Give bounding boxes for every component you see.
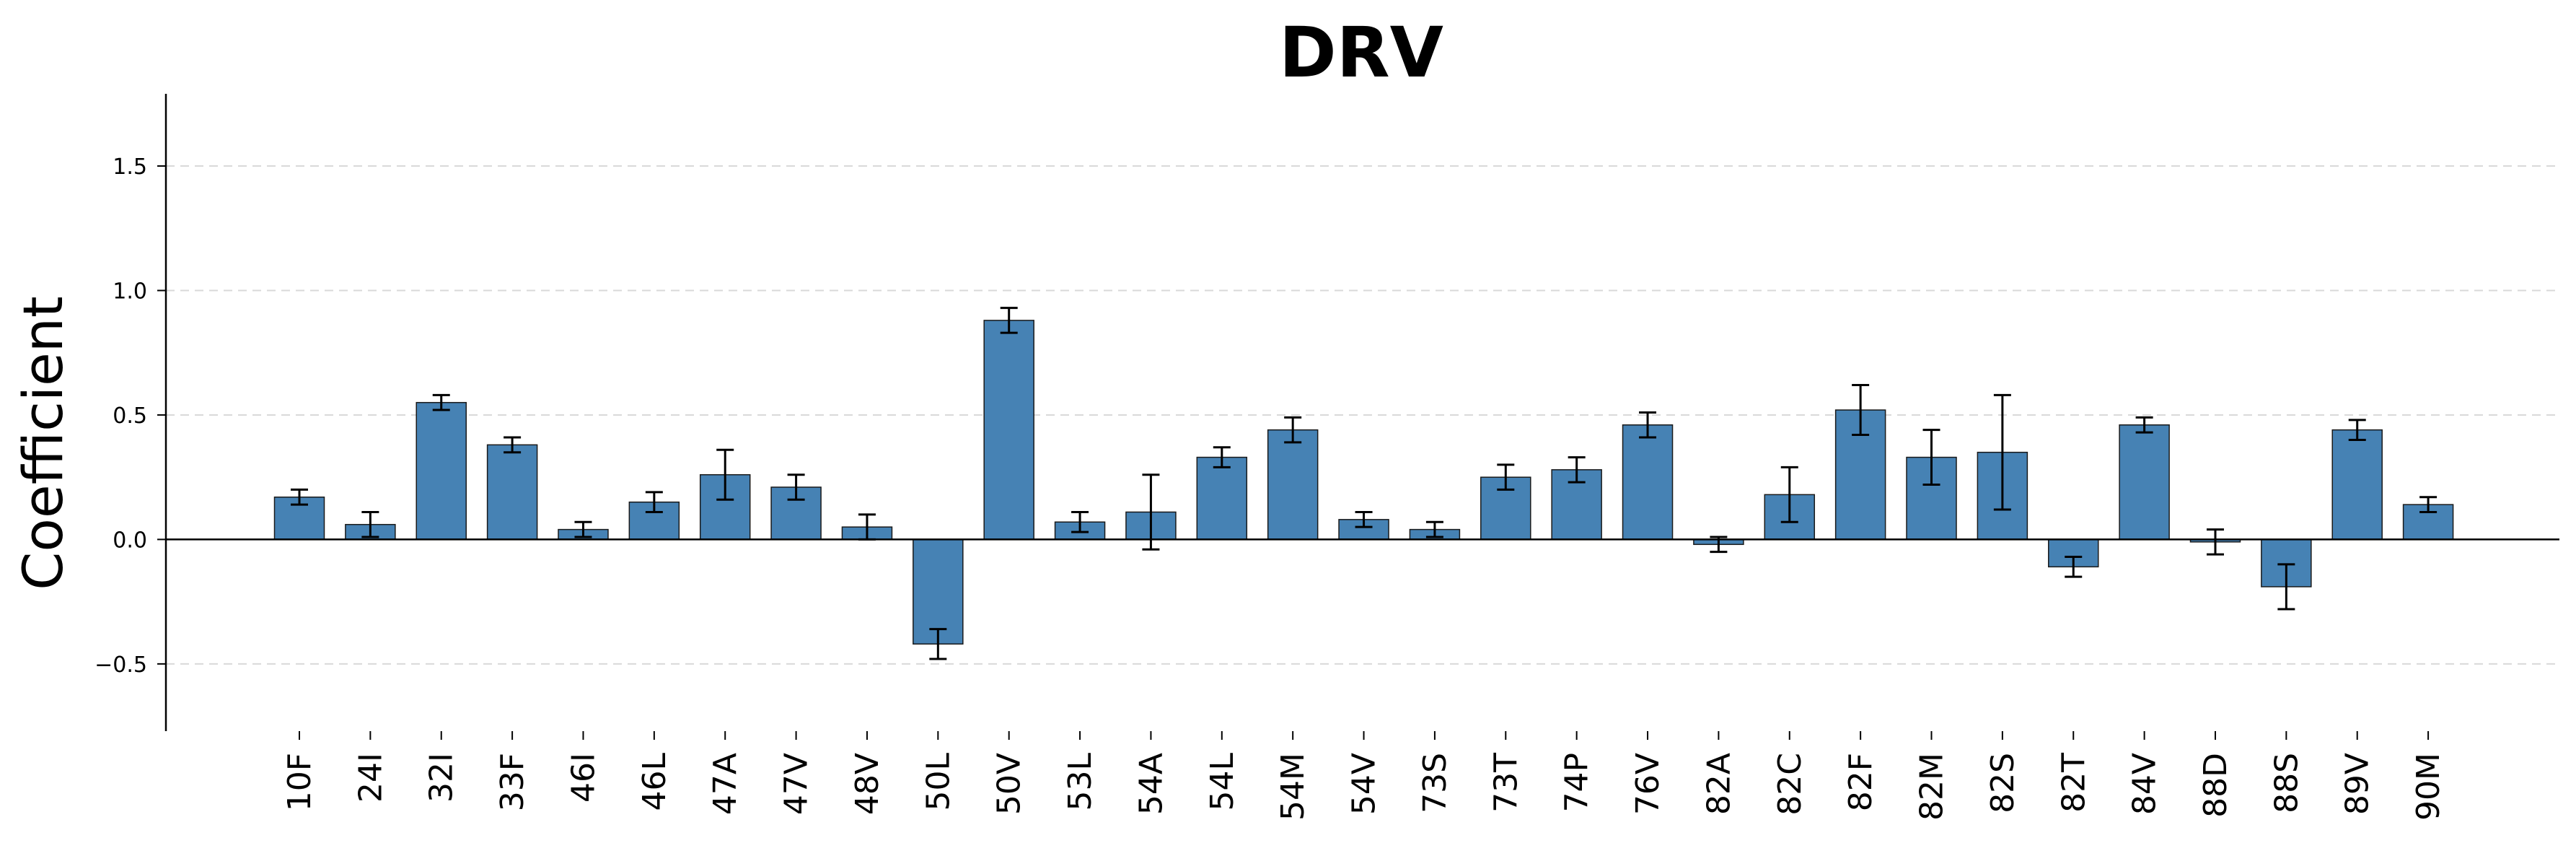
error-bar: [2277, 563, 2295, 611]
error-bar: [787, 473, 805, 501]
x-tick-label: 47V: [778, 753, 815, 815]
error-bar: [504, 436, 522, 454]
bar: [983, 320, 1034, 541]
error-bar: [1568, 456, 1586, 484]
bar: [416, 401, 467, 541]
bars: [273, 320, 2454, 645]
x-tick-label: 46L: [636, 753, 673, 811]
bar: [913, 538, 964, 645]
x-tick-label: 54L: [1204, 753, 1241, 811]
x-tick-label: 73S: [1417, 753, 1454, 813]
error-bar: [432, 393, 450, 411]
chart-title: DRV: [1279, 12, 1443, 93]
x-tick-label: 53L: [1062, 753, 1099, 811]
error-bar: [2135, 416, 2153, 434]
x-tick-label: 82C: [1772, 753, 1808, 816]
x-tick-label: 54M: [1275, 753, 1311, 821]
y-tick-label: 1.0: [113, 279, 147, 304]
error-bar: [1355, 510, 1373, 528]
x-tick-label: 50L: [920, 753, 957, 811]
x-tick-label: 33F: [494, 753, 531, 811]
error-bar: [645, 491, 663, 513]
x-tick-label: 89V: [2339, 753, 2376, 815]
error-bars: [291, 307, 2437, 660]
y-tick-label: 1.5: [113, 154, 147, 180]
x-tick-label: 84V: [2127, 753, 2163, 815]
bar: [2331, 429, 2383, 541]
error-bar: [574, 520, 592, 538]
x-ticks: 10F 24I 32I 33F 46I 46L 47A 47V 48V 50L 50V 53L 54A 5…: [281, 731, 2447, 821]
x-tick-label: 24I: [352, 753, 389, 803]
error-bar: [1000, 307, 1018, 334]
x-tick-label: 47A: [707, 753, 744, 815]
x-tick-label: 82S: [1984, 753, 2021, 813]
error-bar: [1780, 466, 1798, 523]
error-bar: [1639, 411, 1657, 439]
bar: [2119, 424, 2170, 541]
x-tick-label: 82T: [2055, 753, 2092, 813]
y-ticks: −0.5 0.0 0.5 1.0 1.5: [94, 154, 166, 678]
axes: [164, 94, 2559, 731]
error-bar: [1497, 463, 1515, 491]
error-bar: [1071, 510, 1089, 533]
x-tick-label: 88S: [2268, 753, 2305, 813]
error-bar: [2348, 419, 2366, 441]
x-tick-label: 46I: [565, 753, 602, 803]
x-tick-label: 82M: [1914, 753, 1951, 821]
error-bar: [361, 510, 379, 538]
y-axis-label: Coefficient: [11, 296, 75, 590]
x-tick-label: 88D: [2197, 753, 2234, 818]
error-bar: [1922, 429, 1940, 486]
error-bar: [1425, 520, 1443, 538]
x-tick-label: 32I: [423, 753, 460, 803]
x-tick-label: 54A: [1133, 753, 1169, 815]
error-bar: [1142, 473, 1160, 551]
bar: [486, 444, 538, 541]
y-tick-label: 0.5: [113, 403, 147, 429]
x-tick-label: 74P: [1559, 753, 1596, 813]
error-bar: [1284, 416, 1302, 444]
bar: [1622, 424, 1674, 541]
y-tick-label: −0.5: [94, 652, 147, 678]
error-bar: [291, 488, 308, 506]
x-tick-label: 10F: [281, 753, 318, 811]
bar: [1196, 456, 1248, 541]
bar: [1267, 429, 1319, 541]
error-bar: [1852, 384, 1870, 437]
error-bar: [1993, 393, 2011, 511]
x-tick-label: 54V: [1346, 753, 1383, 815]
y-tick-label: 0.0: [113, 528, 147, 553]
error-bar: [1213, 446, 1231, 468]
x-tick-label: 82A: [1700, 753, 1737, 815]
x-tick-label: 73T: [1487, 753, 1524, 813]
error-bar: [2065, 556, 2083, 578]
gridlines: [166, 165, 2559, 665]
x-tick-label: 82F: [1842, 753, 1879, 811]
error-bar: [716, 448, 734, 501]
error-bar: [2206, 528, 2224, 556]
error-bar: [929, 628, 947, 660]
x-tick-label: 48V: [849, 753, 886, 815]
error-bar: [2419, 496, 2437, 513]
x-tick-label: 76V: [1630, 753, 1666, 815]
x-tick-label: 90M: [2410, 753, 2447, 821]
x-tick-label: 50V: [991, 753, 1028, 815]
